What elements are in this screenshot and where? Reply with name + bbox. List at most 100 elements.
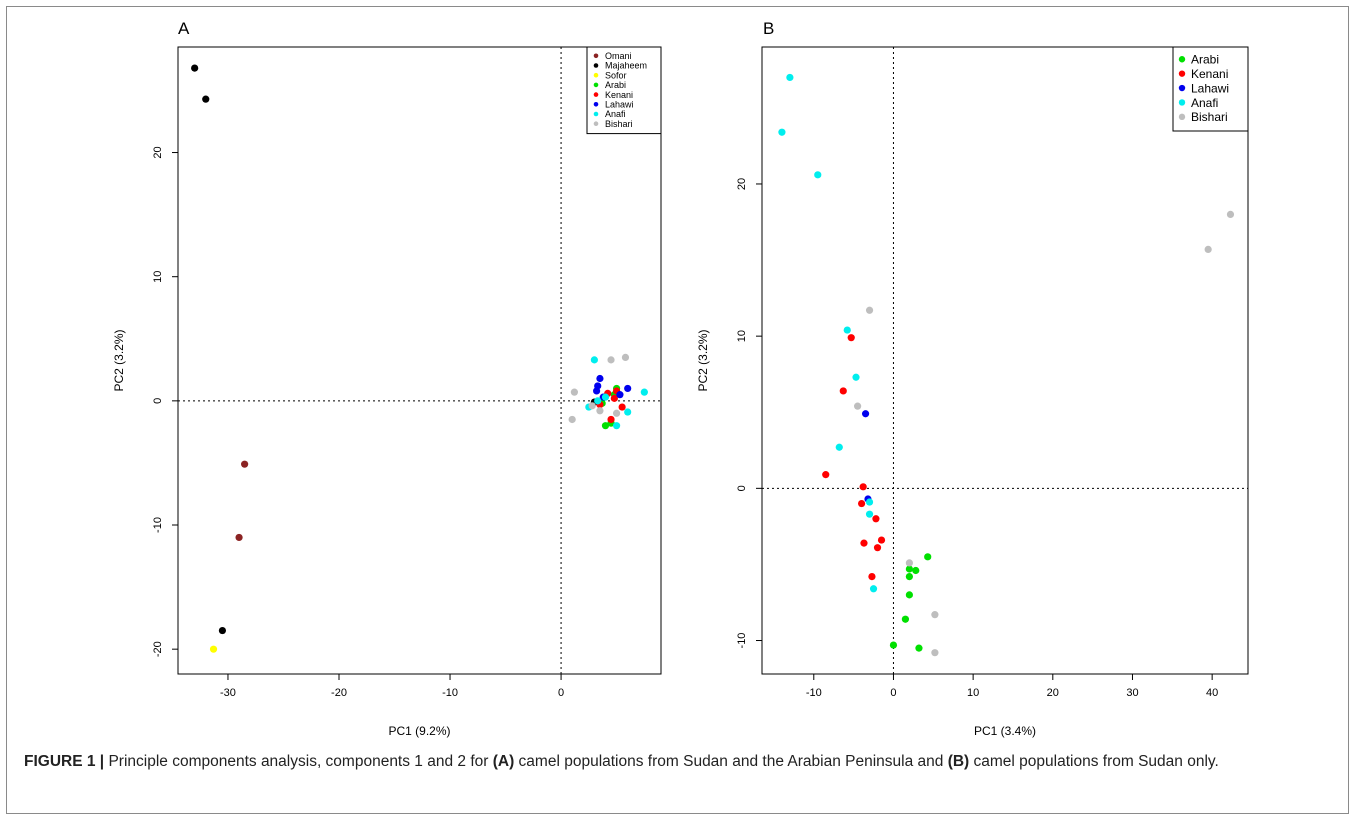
panel-a-legend-label-kenani: Kenani <box>605 90 633 100</box>
panel-a-y-axis-title: PC2 (3.2%) <box>112 329 126 391</box>
panel-b-point-arabi <box>901 615 910 623</box>
panel-b-plot-frame <box>761 46 1249 675</box>
panel-b-point-bishari <box>1226 210 1235 219</box>
panel-a-point-majaheem <box>191 64 199 72</box>
panel-b-point-bishari <box>865 306 874 314</box>
caption-text-1: Principle components analysis, component… <box>104 753 493 770</box>
panel-a-legend-marker-omani <box>593 53 599 59</box>
panel-b-point-bishari <box>931 649 939 657</box>
panel-a-point-anafi <box>594 397 602 405</box>
figure-caption: FIGURE 1 | Principle components analysis… <box>24 750 1324 774</box>
panel-b-point-bishari <box>905 559 913 567</box>
panel-a-point-majaheem <box>218 626 227 635</box>
panel-b-legend-label-bishari: Bishari <box>1191 110 1228 124</box>
panel-a-point-bishari <box>570 388 578 396</box>
panel-b-point-kenani <box>847 334 855 342</box>
panel-b-point-arabi <box>905 573 913 581</box>
panel-b-point-anafi <box>865 498 874 506</box>
panel-a-point-sofor <box>209 645 218 653</box>
panel-b-point-kenani <box>872 515 880 523</box>
panel-a-point-bishari <box>607 356 615 364</box>
panel-a-plot-frame <box>177 46 662 675</box>
caption-text-3: camel populations from Sudan only. <box>969 753 1219 770</box>
caption-text-2: camel populations from Sudan and the Ara… <box>514 753 948 770</box>
panel-b-point-kenani <box>857 499 866 508</box>
panel-b-x-tick-label: 30 <box>1126 687 1138 699</box>
panel-a-x-tick-label: 0 <box>558 687 564 699</box>
panel-a-x-axis-title: PC1 (9.2%) <box>388 724 450 738</box>
panel-a-y-tick-label: -10 <box>152 517 164 533</box>
panel-a-legend-marker-bishari <box>593 121 599 126</box>
panel-b-legend-marker-anafi <box>1178 99 1186 106</box>
panel-a-point-bishari <box>621 353 630 361</box>
panel-a-point-arabi <box>601 422 610 430</box>
panel-b-point-kenani <box>822 471 830 479</box>
panel-b-x-tick-label: 10 <box>967 687 979 699</box>
panel-a-point-kenani <box>607 415 615 424</box>
panel-b-point-kenani <box>860 539 868 547</box>
panel-a-point-anafi <box>624 408 632 416</box>
panel-b-point-lahawi <box>861 410 870 418</box>
panel-a-point-anafi <box>612 422 621 430</box>
panel-a-y-tick-label: 0 <box>152 398 164 404</box>
panel-a-point-majaheem <box>202 95 210 103</box>
panel-b-point-anafi <box>865 510 874 518</box>
panel-a-legend-marker-kenani <box>593 92 599 97</box>
panel-b-point-kenani <box>877 536 886 544</box>
panel-b-point-anafi <box>778 128 786 136</box>
panel-a-legend-label-anafi: Anafi <box>605 109 626 119</box>
panel-b-legend-marker-bishari <box>1178 113 1186 121</box>
panel-a-x-tick-label: -10 <box>442 687 458 699</box>
panel-a-legend-label-bishari: Bishari <box>605 119 633 129</box>
panel-a-point-bishari <box>612 409 621 417</box>
panel-a-point-kenani <box>618 403 626 411</box>
panel-a-x-tick-label: -30 <box>220 687 236 699</box>
panel-a: A -30 -20 -10 0 -20 -10 0 10 20 PC1 (9.2%) PC2 (3.2… <box>112 19 662 738</box>
panel-b-point-bishari <box>931 611 939 619</box>
panel-a-legend-marker-anafi <box>593 111 599 117</box>
panel-b-point-arabi <box>915 644 923 652</box>
caption-ref-b: (B) <box>947 753 970 770</box>
panel-b-point-anafi <box>843 326 851 334</box>
panel-a-y-tick-label: -20 <box>152 641 164 657</box>
caption-ref-a: (A) <box>492 753 515 770</box>
panel-a-point-lahawi <box>593 387 601 395</box>
panel-b-legend-label-arabi: Arabi <box>1191 53 1219 67</box>
figure-frame <box>6 6 1349 814</box>
panel-a-legend-label-lahawi: Lahawi <box>605 100 634 110</box>
panel-b-legend-label-kenani: Kenani <box>1191 67 1228 81</box>
panel-b-legend-marker-arabi <box>1178 56 1186 63</box>
panel-b-legend-marker-kenani <box>1178 70 1186 77</box>
panel-a-point-omani <box>241 460 249 468</box>
panel-b-x-tick-label: 20 <box>1047 687 1059 699</box>
panel-a-point-lahawi <box>596 374 604 383</box>
panel-a-legend-label-majaheem: Majaheem <box>605 61 647 71</box>
panel-b-point-bishari <box>854 402 862 410</box>
panel-a-point-lahawi <box>624 384 632 393</box>
panel-b-x-tick-label: -10 <box>806 687 822 699</box>
panel-a-letter: A <box>178 19 190 38</box>
panel-b-point-kenani <box>839 387 847 395</box>
panel-b-legend-label-lahawi: Lahawi <box>1191 81 1229 95</box>
panel-b-point-arabi <box>889 641 898 649</box>
panel-a-point-lahawi <box>616 391 624 399</box>
panel-a-legend-marker-lahawi <box>593 101 599 107</box>
panel-b-point-anafi <box>852 373 860 381</box>
panel-a-y-tick-label: 10 <box>152 271 164 283</box>
panel-a-point-kenani <box>610 394 618 402</box>
panel-b-x-tick-label: 0 <box>890 687 896 699</box>
panel-b-legend-marker-lahawi <box>1178 84 1186 92</box>
panel-b-point-anafi <box>786 73 794 82</box>
panel-b-y-axis-title: PC2 (3.2%) <box>696 329 710 391</box>
panel-a-point-bishari <box>596 407 604 415</box>
panel-b-point-kenani <box>873 544 882 552</box>
figure-charts: A -30 -20 -10 0 -20 -10 0 10 20 PC1 (9.2%) PC2 (3.2… <box>112 19 1249 738</box>
panel-b-y-tick-label: 0 <box>736 485 748 491</box>
panel-a-point-bishari <box>588 402 596 410</box>
panel-b-y-tick-label: 10 <box>736 330 748 342</box>
panel-a-legend-marker-sofor <box>593 72 599 78</box>
panel-a-point-bishari <box>568 415 576 424</box>
panel-b-point-kenani <box>868 573 876 581</box>
panel-b-y-tick-label: 20 <box>736 178 748 190</box>
panel-b-legend <box>1172 46 1249 132</box>
